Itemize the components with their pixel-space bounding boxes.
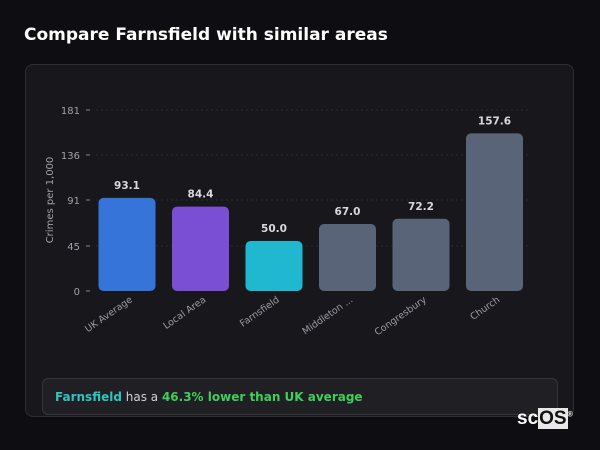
page-title: Compare Farnsfield with similar areas — [24, 25, 388, 45]
place-name: Farnsfield — [55, 390, 122, 404]
data-label: 93.1 — [114, 180, 140, 192]
y-tick-label: 45 — [67, 242, 80, 253]
data-label: 72.2 — [408, 201, 434, 213]
bar[interactable] — [466, 133, 523, 291]
y-tick-label: 181 — [61, 106, 80, 117]
y-tick-label: 0 — [74, 287, 80, 298]
data-label: 50.0 — [261, 223, 287, 235]
summary-text: has a — [121, 390, 162, 404]
summary-banner: Farnsfield has a 46.3% lower than UK ave… — [42, 378, 558, 415]
bar[interactable] — [319, 224, 376, 291]
x-tick-label: Local Area — [161, 294, 208, 331]
x-tick-label: Farnsfield — [238, 294, 282, 329]
y-tick-label: 91 — [67, 196, 80, 207]
bar[interactable] — [98, 197, 156, 291]
y-axis-label: Crimes per 1,000 — [45, 157, 56, 244]
summary-highlight: 46.3% lower than UK average — [161, 390, 363, 404]
data-label: 67.0 — [335, 206, 361, 218]
y-tick-label: 136 — [61, 151, 80, 162]
x-tick-label: Church — [468, 294, 502, 322]
bar[interactable] — [392, 218, 450, 291]
bar[interactable] — [172, 206, 229, 291]
logo: scOS® — [517, 408, 573, 429]
bar[interactable] — [245, 241, 303, 291]
data-label: 157.6 — [478, 115, 511, 127]
x-tick-label: UK Average — [83, 294, 135, 335]
x-tick-label: Congresbury — [373, 294, 429, 338]
x-tick-label: Middleton ... — [301, 294, 356, 337]
data-label: 84.4 — [188, 189, 214, 201]
